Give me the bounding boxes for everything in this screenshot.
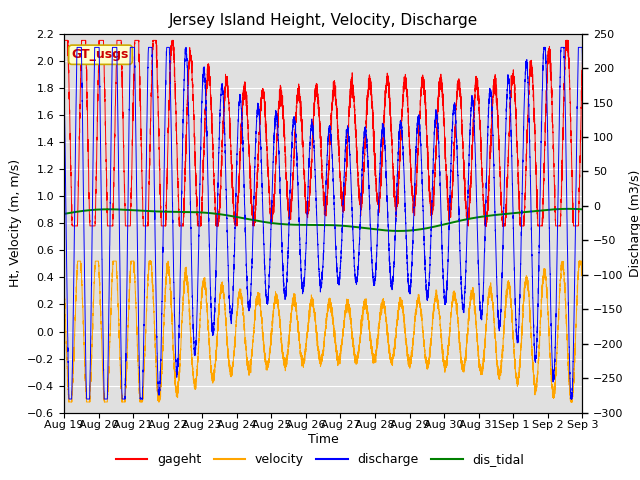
Title: Jersey Island Height, Velocity, Discharge: Jersey Island Height, Velocity, Discharg…	[168, 13, 478, 28]
Text: GT_usgs: GT_usgs	[72, 48, 129, 61]
Legend: gageht, velocity, discharge, dis_tidal: gageht, velocity, discharge, dis_tidal	[111, 448, 529, 471]
X-axis label: Time: Time	[308, 433, 339, 446]
Y-axis label: Discharge (m3/s): Discharge (m3/s)	[629, 169, 640, 277]
Y-axis label: Ht, Velocity (m, m/s): Ht, Velocity (m, m/s)	[8, 159, 22, 287]
